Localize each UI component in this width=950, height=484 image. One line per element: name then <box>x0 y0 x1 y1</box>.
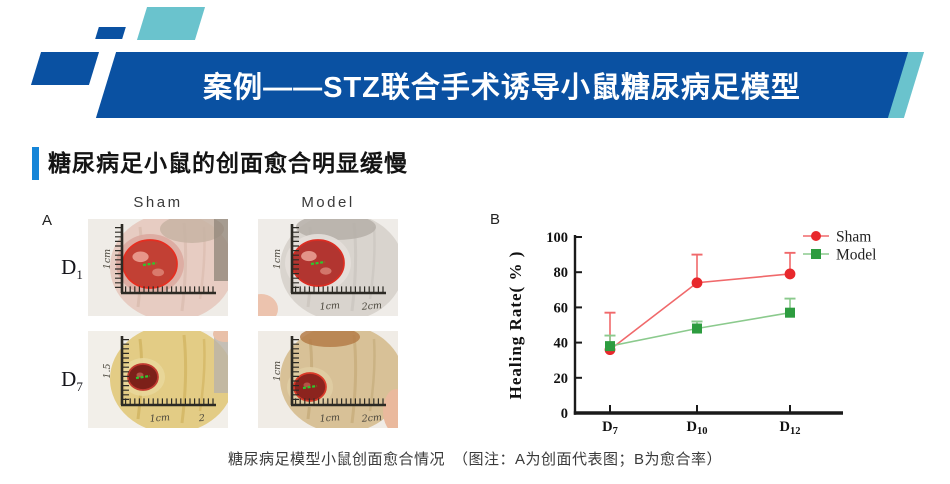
deco-parallelogram-left <box>30 52 100 85</box>
slide-title: 案例——STZ联合手术诱导小鼠糖尿病足模型 <box>203 72 801 104</box>
ruler-label-vertical: 1.5 <box>102 363 113 378</box>
deco-parallelogram-small <box>95 27 126 39</box>
legend-marker-square <box>811 249 821 259</box>
ruler-label-1cm: 1cm <box>319 412 340 424</box>
legend-label: Model <box>836 247 876 264</box>
y-tick-label: 80 <box>554 265 569 281</box>
x-tick-label: D10 <box>687 419 708 437</box>
column-header-sham: Sham <box>133 194 183 211</box>
y-tick-label: 0 <box>561 406 568 422</box>
ruler <box>115 224 216 295</box>
fur-patch <box>300 331 360 347</box>
photo-sham-d1: 1cm <box>88 219 228 316</box>
row-label-base: D <box>61 367 77 391</box>
body-shadow <box>214 219 228 281</box>
scale-mark <box>310 260 326 266</box>
ruler-label-vertical: 1cm <box>272 249 283 269</box>
data-point-model <box>785 307 795 318</box>
ruler <box>290 336 386 407</box>
section-heading: 糖尿病足小鼠的创面愈合明显缓慢 <box>48 150 408 176</box>
figure-caption: 糖尿病足模型小鼠创面愈合情况 （图注：A为创面代表图；B为愈合率） <box>227 451 722 468</box>
legend-marker-circle <box>811 231 821 241</box>
panel-a-label: A <box>42 212 53 229</box>
scale-mark <box>142 261 158 267</box>
finger <box>383 389 398 428</box>
ruler-label-vertical: 1cm <box>102 249 113 269</box>
ruler-label-vertical: 1cm <box>272 361 283 381</box>
wound-photo-sham-d7: 1.5 1cm 2 <box>88 331 228 428</box>
data-point-model <box>692 323 702 334</box>
photo-model-d1: 1cm 1cm 2cm <box>258 219 398 316</box>
photo-sham-d7: 1.5 1cm 2 <box>88 331 228 428</box>
photo-model-d7: 1cm 1cm 2cm <box>258 331 398 428</box>
row-label-sub: 7 <box>76 379 83 395</box>
y-tick-label: 20 <box>554 371 569 387</box>
scale-mark <box>302 384 318 390</box>
data-point-sham <box>784 268 796 280</box>
ruler <box>120 336 216 407</box>
panel-b-label: B <box>490 211 501 228</box>
ruler-label-2cm: 2cm <box>360 412 382 424</box>
column-header-model: Model <box>301 194 355 211</box>
row-label-d7: D7 <box>52 367 92 395</box>
legend-label: Sham <box>836 229 871 246</box>
x-tick-label: D12 <box>780 419 801 437</box>
row-label-sub: 1 <box>76 267 83 283</box>
fur-patch <box>160 219 224 243</box>
ruler <box>290 224 386 295</box>
y-tick-label: 100 <box>546 230 568 246</box>
scale-mark <box>135 374 151 380</box>
y-tick-label: 60 <box>554 300 569 316</box>
wound-photo-sham-d1: 1cm <box>88 219 228 316</box>
ruler-label-1cm: 1cm <box>149 412 170 424</box>
y-tick-label: 40 <box>554 336 569 352</box>
row-label-d1: D1 <box>52 255 92 283</box>
finger <box>213 331 228 342</box>
healing-rate-chart: 0 20 40 60 80 100 D7 D10 D12 Healing Rate( % ) Sha… <box>506 229 876 438</box>
ruler-label-2cm: 2cm <box>360 300 382 312</box>
finger <box>258 294 278 316</box>
ruler-label-1cm: 1cm <box>319 300 340 312</box>
y-axis-title: Healing Rate( % ) <box>506 251 525 400</box>
row-label-base: D <box>61 255 77 279</box>
wound-photo-model-d1: 1cm 1cm 2cm <box>258 219 398 316</box>
x-tick-label: D7 <box>602 419 618 437</box>
wound-photo-model-d7: 1cm 1cm 2cm <box>258 331 398 428</box>
deco-parallelogram-teal <box>136 7 206 40</box>
body-shadow <box>214 331 228 393</box>
data-point-model <box>605 341 615 352</box>
section-accent-bar <box>32 147 39 180</box>
ruler-label-2cm: 2 <box>197 413 205 424</box>
data-point-sham <box>691 277 703 289</box>
